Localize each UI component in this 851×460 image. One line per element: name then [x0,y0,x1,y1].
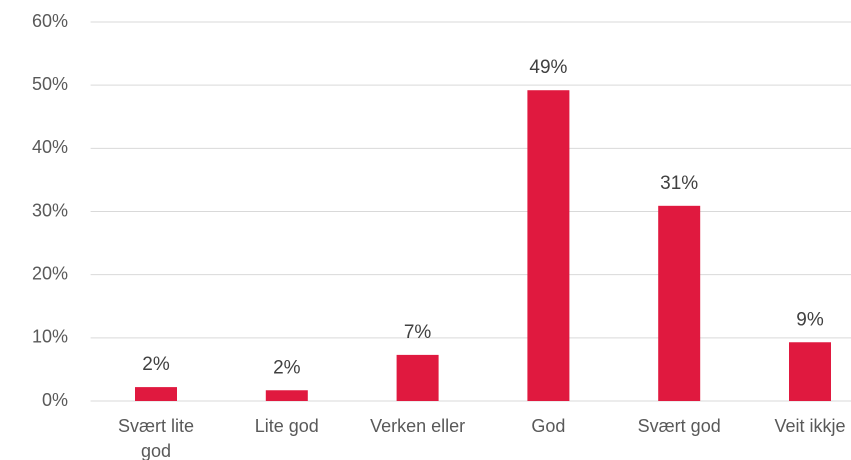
bar [658,205,701,401]
y-tick-label: 60% [32,11,68,31]
y-tick-label: 0% [42,390,68,410]
bar [265,390,308,401]
bar [135,387,177,401]
y-tick-label: 50% [32,74,68,94]
value-label: 31% [660,173,698,194]
x-tick-label: God [531,416,565,436]
x-tick-label: Lite god [255,416,319,436]
value-label: 7% [404,322,432,343]
x-tick-label: Verken eller [370,416,465,436]
value-label: 9% [796,309,824,330]
value-label: 2% [142,354,170,375]
y-tick-label: 30% [32,200,68,220]
x-tick-label: Veit ikkje [774,416,845,436]
y-tick-label: 20% [32,263,68,283]
x-tick-label: Svært god [638,416,721,436]
bar [527,90,570,401]
y-tick-label: 40% [32,137,68,157]
bar [396,354,439,401]
x-tick-label: Svært lite god [118,416,194,460]
bar [789,342,831,401]
value-label: 49% [529,57,567,78]
y-tick-label: 10% [32,327,68,347]
value-label: 2% [273,357,301,378]
